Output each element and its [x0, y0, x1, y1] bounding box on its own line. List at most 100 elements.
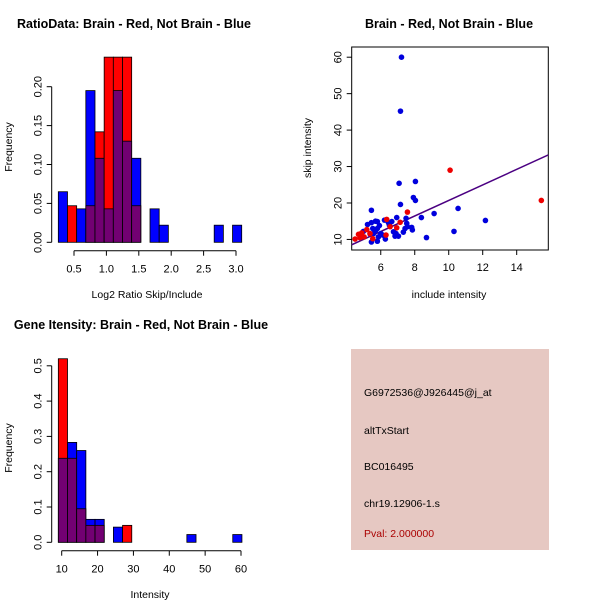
hist2-bar-overlap [57, 457, 68, 543]
hist1-plot: 0.5 1.0 1.5 2.0 2.5 3.0 0.00 0.05 0.10 0.15 0.20 [33, 56, 244, 276]
hist1-bar-overlap [112, 90, 123, 243]
scatter-point-red [397, 219, 403, 226]
hist2-y-tick-label: 0.0 [33, 535, 45, 550]
scatter-point-blue [431, 210, 437, 217]
scatter-point-blue [374, 238, 381, 245]
scatter-point-red [387, 223, 393, 230]
hist2-x-tick-label: 60 [235, 564, 247, 576]
hist2-title: Gene Itensity: Brain - Red, Not Brain - … [14, 318, 268, 332]
scatter-point-red [393, 224, 400, 231]
regression-line [351, 154, 549, 246]
hist2-y-tick-label: 0.2 [33, 464, 45, 479]
hist2-x-tick-label: 30 [127, 564, 139, 576]
hist1-x-tick-label: 1.0 [99, 264, 114, 276]
scatter-point-blue [397, 201, 404, 208]
scatter-x-tick-label: 12 [477, 262, 489, 274]
hist1-bar-overlap [103, 208, 114, 243]
scatter-frame [351, 46, 549, 251]
hist2-bar-blue [186, 534, 197, 543]
hist2-bar-red [122, 524, 133, 543]
scatter-y-tick-label: 30 [333, 160, 345, 172]
hist1-bar-red [67, 205, 78, 243]
hist2-ylabel: Frequency [3, 422, 15, 472]
scatter-y-tick-label: 40 [333, 124, 345, 136]
hist1-y-tick-label: 0.15 [33, 115, 45, 136]
hist2-y-tick-label: 0.3 [33, 429, 45, 444]
hist1-bar-overlap [94, 157, 105, 243]
hist1-x-tick-label: 0.5 [66, 264, 81, 276]
scatter-point-blue [402, 225, 408, 232]
scatter-point-red [358, 230, 365, 236]
hist2-bar-overlap [85, 524, 96, 543]
scatter-point-red [367, 230, 373, 237]
hist2-x-tick-label: 40 [163, 564, 175, 576]
hist1-xlabel: Log2 Ratio Skip/Include [92, 289, 203, 301]
scatter-point-blue [451, 228, 457, 235]
hist2-x-tick-label: 50 [199, 564, 211, 576]
scatter-point-red [404, 209, 411, 215]
scatter-point-blue [412, 197, 419, 204]
scatter-point-blue [392, 233, 398, 239]
scatter-point-blue [374, 218, 381, 225]
scatter-point-blue [396, 180, 402, 187]
scatter-point-red [383, 232, 389, 238]
hist2-bar-blue [113, 526, 123, 543]
scatter-point-red [383, 216, 390, 223]
scatter-y-tick-label: 60 [333, 51, 345, 63]
scatter-point-blue [368, 207, 375, 214]
hist2-bar-blue [232, 534, 243, 543]
scatter-y-tick-label: 20 [333, 197, 345, 209]
scatter-point-blue [482, 217, 489, 224]
scatter-xlabel: include intensity [412, 289, 487, 301]
hist1-title: RatioData: Brain - Red, Not Brain - Blue [17, 17, 251, 31]
scatter-point-blue [412, 178, 419, 185]
hist1-y-tick-label: 0.00 [33, 232, 45, 253]
probe-id: G6972536@J926445@j_at [364, 387, 492, 399]
scatter-point-blue [423, 234, 430, 241]
scatter-point-red [369, 235, 376, 242]
pval: Pval: 2.000000 [364, 528, 434, 540]
scatter-ylabel: skip intensity [302, 117, 314, 178]
scatter-x-tick-label: 14 [511, 262, 523, 274]
hist1-x-tick-label: 3.0 [228, 264, 243, 276]
scatter-point-blue [390, 228, 397, 235]
scatter-x-tick-label: 10 [443, 262, 455, 274]
cluster-id: chr19.12906-1.s [364, 498, 440, 510]
hist1-x-tick-label: 2.0 [164, 264, 179, 276]
scatter-point-blue [409, 227, 416, 233]
scatter-point-blue [375, 234, 382, 240]
hist1-bar-blue [149, 208, 160, 243]
hist1-y-tick-label: 0.05 [33, 193, 45, 214]
scatter-title: Brain - Red, Not Brain - Blue [365, 17, 533, 31]
scatter-point-blue [393, 214, 400, 221]
scatter-y-tick-label: 50 [333, 88, 345, 100]
hist2-y-tick-label: 0.4 [33, 393, 45, 408]
scatter-point-blue [418, 214, 425, 221]
hist2-x-tick-label: 20 [91, 564, 103, 576]
scatter-y-tick-label: 10 [333, 233, 345, 245]
scatter-point-blue [455, 205, 461, 212]
hist2-xlabel: Intensity [130, 589, 170, 600]
scatter-point-red [538, 197, 545, 204]
scatter-point-red [352, 236, 358, 242]
hist1-bar-blue [57, 191, 68, 243]
scatter-point-blue [398, 54, 405, 61]
hist1-bar-blue [213, 224, 224, 243]
hist2-x-tick-label: 10 [56, 564, 68, 576]
hist1-bar-blue [76, 208, 87, 243]
scatter-point-blue [369, 225, 376, 232]
hist1-y-tick-label: 0.10 [33, 154, 45, 175]
scatter-plot: 6 8 10 12 14 10 20 30 40 50 60 [333, 46, 549, 274]
scatter-x-tick-label: 8 [412, 262, 418, 274]
hist1-x-tick-label: 2.5 [196, 264, 211, 276]
hist1-x-tick-label: 1.5 [131, 264, 146, 276]
hist2-bar-overlap [76, 508, 87, 543]
event-type: altTxStart [364, 425, 409, 437]
hist2-bar-overlap [94, 524, 105, 543]
scatter-point-blue [403, 215, 409, 222]
hist1-y-tick-label: 0.20 [33, 76, 45, 97]
scatter-x-tick-label: 6 [378, 262, 384, 274]
hist1-bar-overlap [85, 205, 96, 243]
hist2-y-tick-label: 0.5 [33, 358, 45, 373]
